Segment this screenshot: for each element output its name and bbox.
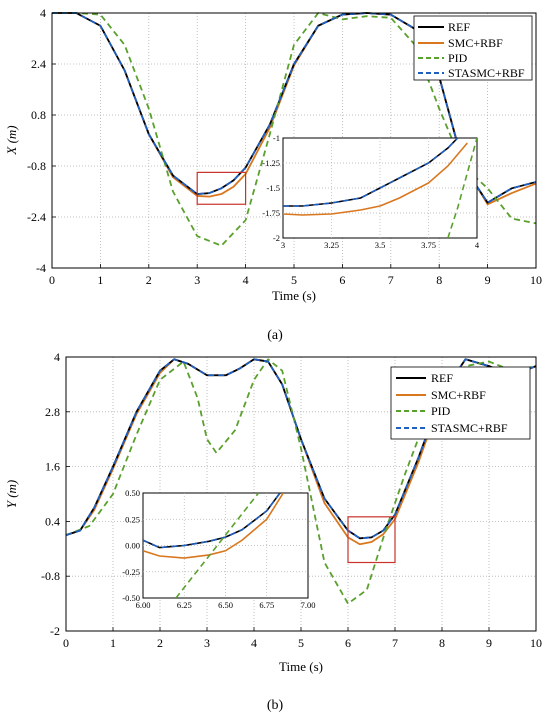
x-tick-label: 8	[436, 273, 442, 287]
x-tick-label: 9	[486, 636, 492, 650]
inset-y-tick-label: -1.5	[267, 183, 280, 193]
x-tick-label: 2	[146, 273, 152, 287]
panel-b-legend: REF SMC+RBF PID STASMC+RBF	[390, 366, 531, 440]
x-tick-label: 7	[388, 273, 394, 287]
x-tick-label: 5	[291, 273, 297, 287]
panel-b-x-axis-label: Time (s)	[279, 659, 323, 674]
y-tick-label: 0.8	[31, 108, 46, 122]
panel-a-zoom-box	[196, 171, 247, 205]
legend-label-smc: SMC+RBF	[448, 36, 503, 50]
x-tick-label: 1	[97, 273, 103, 287]
y-tick-label: 0.4	[45, 514, 60, 528]
inset-x-tick-label: 6.50	[218, 600, 233, 610]
inset-x-tick-label: 3.75	[421, 240, 436, 250]
x-tick-label: 10	[530, 636, 542, 650]
inset-x-tick-label: 3.5	[375, 240, 386, 250]
inset-series-group	[283, 138, 477, 238]
inset-y-tick-label: 0.50	[125, 488, 140, 498]
panel-b-inset-ticks: 6.00 6.25 6.50 6.75 7.00 -0.50 -0.25 0.00 0.25 0.…	[122, 488, 315, 610]
panel-a-caption: (a)	[267, 328, 283, 343]
x-tick-label: 0	[49, 273, 55, 287]
inset-y-tick-label: -1.25	[262, 158, 280, 168]
inset-y-tick-label: 0.00	[125, 541, 140, 551]
y-tick-label: -0.8	[41, 569, 60, 583]
y-tick-label: 2.8	[45, 405, 60, 419]
inset-series-line-stasmc-rbf	[283, 138, 459, 207]
panel-a-inset: 3 3.25 3.5 3.75 4 -2 -1.75 -1.5 -1.25 -1	[262, 133, 480, 250]
panel-b-zoom-box	[347, 516, 396, 564]
inset-series-line-smc-rbf	[143, 493, 284, 559]
inset-y-tick-label: -1	[273, 133, 280, 143]
x-tick-label: 2	[157, 636, 163, 650]
inset-series-line-smc-rbf	[283, 142, 468, 216]
x-tick-label: 10	[530, 273, 542, 287]
panel-a-x-axis-label: Time (s)	[272, 288, 316, 303]
y-tick-label: -2.4	[27, 210, 46, 224]
legend-label-pid: PID	[431, 404, 451, 418]
x-tick-label: 0	[63, 636, 69, 650]
y-tick-label: -0.8	[27, 159, 46, 173]
inset-series-group	[143, 493, 284, 598]
x-tick-label: 1	[110, 636, 116, 650]
panel-a-ticks: 0 1 2 3 4 5 6 7 8 9 10 -4 -2.4 -0.8 0.8 2.4 4	[27, 6, 542, 287]
inset-y-tick-label: -0.25	[122, 567, 140, 577]
x-tick-label: 8	[439, 636, 445, 650]
y-tick-label: 4	[54, 350, 60, 364]
y-tick-label: 4	[40, 6, 46, 20]
inset-x-tick-label: 6.75	[259, 600, 274, 610]
inset-series-line-pid	[447, 138, 477, 238]
legend-label-ref: REF	[431, 371, 453, 385]
panel-b-inset-series	[143, 493, 284, 598]
legend-label-smc: SMC+RBF	[431, 388, 486, 402]
panel-a-inset-ticks: 3 3.25 3.5 3.75 4 -2 -1.75 -1.5 -1.25 -1	[262, 133, 480, 250]
panel-b-ticks: 0 1 2 3 4 5 6 7 8 9 10 -2 -0.8 0.4 1.6 2.8 4	[41, 350, 542, 650]
legend-label-stasmc: STASMC+RBF	[448, 66, 525, 80]
panel-a-inset-series	[283, 138, 477, 238]
x-tick-label: 3	[194, 273, 200, 287]
y-tick-label: 2.4	[31, 57, 46, 71]
panel-b-y-axis-label: Y (m)	[4, 480, 19, 509]
x-tick-label: 6	[345, 636, 351, 650]
x-tick-label: 3	[204, 636, 210, 650]
inset-x-tick-label: 3.25	[324, 240, 339, 250]
inset-series-line-pid	[175, 493, 260, 598]
y-tick-label: -2	[50, 624, 60, 638]
inset-x-tick-label: 6.25	[177, 600, 192, 610]
inset-y-tick-label: -0.50	[122, 593, 140, 603]
series-line-stasmc-rbf	[52, 12, 537, 204]
inset-y-tick-label: -2	[273, 233, 280, 243]
x-tick-label: 7	[392, 636, 398, 650]
panel-b-inset-grid	[143, 493, 308, 598]
inset-x-tick-label: 4	[475, 240, 480, 250]
inset-series-line-stasmc-rbf	[143, 493, 281, 549]
legend-label-stasmc: STASMC+RBF	[431, 421, 508, 435]
y-tick-label: 1.6	[45, 460, 60, 474]
panel-b: 0 1 2 3 4 5 6 7 8 9 10 -2 -0.8 0.4 1.6 2.8 4 6.00 6.25 6.5…	[4, 350, 542, 713]
panel-a-legend: REF SMC+RBF PID STASMC+RBF	[413, 15, 533, 81]
x-tick-label: 5	[298, 636, 304, 650]
inset-y-tick-label: -1.75	[262, 208, 280, 218]
panel-a-y-axis-label: X (m)	[4, 125, 19, 155]
legend-label-pid: PID	[448, 51, 468, 65]
inset-y-tick-label: 0.25	[125, 514, 140, 524]
x-tick-label: 6	[339, 273, 345, 287]
panel-b-inset: 6.00 6.25 6.50 6.75 7.00 -0.50 -0.25 0.00 0.25 0.…	[122, 488, 315, 610]
legend-label-ref: REF	[448, 20, 470, 34]
x-tick-label: 4	[243, 273, 249, 287]
inset-x-tick-label: 6.00	[136, 600, 151, 610]
x-tick-label: 9	[485, 273, 491, 287]
inset-x-tick-label: 7.00	[301, 600, 316, 610]
inset-x-tick-label: 3	[281, 240, 285, 250]
y-tick-label: -4	[36, 261, 46, 275]
series-line-stasmc-rbf	[65, 358, 537, 540]
panel-b-caption: (b)	[267, 698, 284, 713]
x-tick-label: 4	[251, 636, 257, 650]
panel-a: 0 1 2 3 4 5 6 7 8 9 10 -4 -2.4 -0.8 0.8 2.4 4 3 3.25 3.5 3.…	[4, 6, 542, 343]
